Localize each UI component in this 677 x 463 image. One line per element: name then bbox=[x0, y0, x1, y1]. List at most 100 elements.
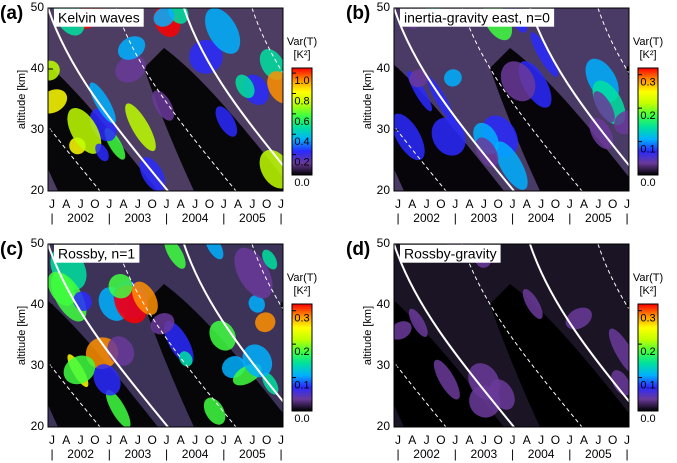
field-blob bbox=[215, 106, 238, 137]
y-axis-label: altitude [km] bbox=[362, 70, 374, 129]
year-separator: | bbox=[165, 447, 168, 461]
contour-line bbox=[597, 244, 629, 310]
x-tick-label: O bbox=[608, 433, 617, 447]
x-tick-label: A bbox=[62, 433, 70, 447]
x-tick-label: J bbox=[595, 197, 601, 211]
y-tick-label: 40 bbox=[31, 297, 45, 311]
colorbar-tick-label: 0.2 bbox=[294, 157, 309, 169]
x-tick-label: O bbox=[205, 433, 214, 447]
year-label: 2003 bbox=[471, 447, 498, 461]
contour-line bbox=[251, 244, 283, 310]
field-band bbox=[280, 301, 283, 313]
year-label: 2005 bbox=[585, 447, 612, 461]
panel-title: Rossby-gravity bbox=[404, 246, 497, 262]
field-blob bbox=[67, 108, 102, 154]
plot-frame bbox=[47, 7, 284, 192]
year-separator: | bbox=[165, 211, 168, 225]
year-separator: | bbox=[511, 447, 514, 461]
title-background bbox=[400, 8, 555, 27]
contour-field bbox=[394, 244, 677, 427]
colorbar-tick-label: 0.1 bbox=[640, 379, 655, 391]
x-tick-label: O bbox=[551, 197, 560, 211]
year-separator: | bbox=[222, 447, 225, 461]
x-tick-label: O bbox=[262, 433, 271, 447]
field-blob bbox=[117, 36, 146, 60]
contour-line bbox=[461, 8, 583, 191]
field-blob bbox=[164, 244, 186, 269]
year-label: 2004 bbox=[528, 447, 555, 461]
x-tick-label: O bbox=[551, 433, 560, 447]
field-blob bbox=[48, 60, 60, 81]
year-separator: | bbox=[279, 211, 282, 225]
year-separator: | bbox=[454, 211, 457, 225]
field-blob bbox=[248, 295, 265, 313]
y-tick-label: 30 bbox=[31, 122, 45, 136]
field-blob bbox=[267, 71, 283, 104]
colorbar bbox=[637, 303, 659, 412]
field-blob bbox=[95, 143, 109, 162]
contour-field bbox=[48, 244, 283, 427]
x-tick-label: A bbox=[523, 433, 531, 447]
colorbar-tick-label: 0.1 bbox=[294, 379, 309, 391]
year-separator: | bbox=[50, 211, 53, 225]
field-blob bbox=[468, 363, 501, 400]
x-tick-label: J bbox=[135, 197, 141, 211]
field-blob bbox=[93, 364, 121, 396]
colorbar-tick-label: 1.0 bbox=[294, 75, 309, 87]
field-blob bbox=[179, 351, 193, 367]
y-tick-label: 20 bbox=[377, 183, 391, 197]
x-tick-label: O bbox=[608, 197, 617, 211]
y-tick-label: 40 bbox=[377, 297, 391, 311]
year-separator: | bbox=[568, 447, 571, 461]
colorbar-tick-label: 0.2 bbox=[640, 110, 655, 122]
field-band bbox=[626, 65, 629, 77]
plot-frame bbox=[393, 7, 630, 192]
colorbar-tick-label: 0.3 bbox=[640, 77, 655, 89]
x-tick-label: J bbox=[538, 433, 544, 447]
contour-line bbox=[666, 244, 677, 427]
x-tick-label: J bbox=[192, 433, 198, 447]
contour-line bbox=[115, 8, 237, 191]
colorbar bbox=[637, 67, 659, 176]
x-tick-label: J bbox=[221, 433, 227, 447]
field-blob bbox=[150, 313, 175, 335]
colorbar-tick-label: 0.4 bbox=[294, 136, 309, 148]
field-blob bbox=[262, 249, 278, 270]
colorbar-title: Var(T) bbox=[287, 36, 317, 48]
x-tick-label: J bbox=[164, 433, 170, 447]
field-blob bbox=[48, 89, 68, 114]
x-tick-label: J bbox=[452, 433, 458, 447]
field-blob bbox=[394, 321, 412, 340]
field-blob bbox=[408, 308, 428, 337]
field-blob bbox=[593, 91, 615, 123]
year-label: 2005 bbox=[585, 211, 612, 225]
contour-line bbox=[666, 8, 677, 191]
colorbar-title: Var(T) bbox=[287, 272, 317, 284]
colorbar-tick-label: 0.0 bbox=[640, 413, 655, 425]
y-tick-label: 40 bbox=[377, 61, 391, 75]
field-blob bbox=[589, 117, 614, 150]
title-background bbox=[54, 244, 140, 263]
x-tick-label: J bbox=[624, 433, 630, 447]
x-tick-label: A bbox=[580, 197, 588, 211]
panel-label: (a) bbox=[0, 3, 23, 24]
year-separator: | bbox=[222, 211, 225, 225]
panel-label: (d) bbox=[346, 239, 370, 260]
field-blob bbox=[608, 328, 629, 376]
field-blob bbox=[235, 74, 255, 99]
x-tick-label: J bbox=[78, 197, 84, 211]
plot-frame bbox=[47, 243, 284, 428]
year-separator: | bbox=[511, 211, 514, 225]
y-axis-label: altitude [km] bbox=[16, 306, 28, 365]
x-tick-label: J bbox=[424, 197, 430, 211]
x-tick-label: A bbox=[580, 433, 588, 447]
year-label: 2002 bbox=[67, 211, 94, 225]
x-tick-label: J bbox=[278, 433, 284, 447]
year-separator: | bbox=[108, 447, 111, 461]
x-tick-label: O bbox=[90, 433, 99, 447]
colorbar-title: Var(T) bbox=[633, 272, 663, 284]
x-tick-label: J bbox=[49, 197, 55, 211]
field-blob bbox=[242, 344, 273, 378]
y-axis-label: altitude [km] bbox=[16, 70, 28, 129]
